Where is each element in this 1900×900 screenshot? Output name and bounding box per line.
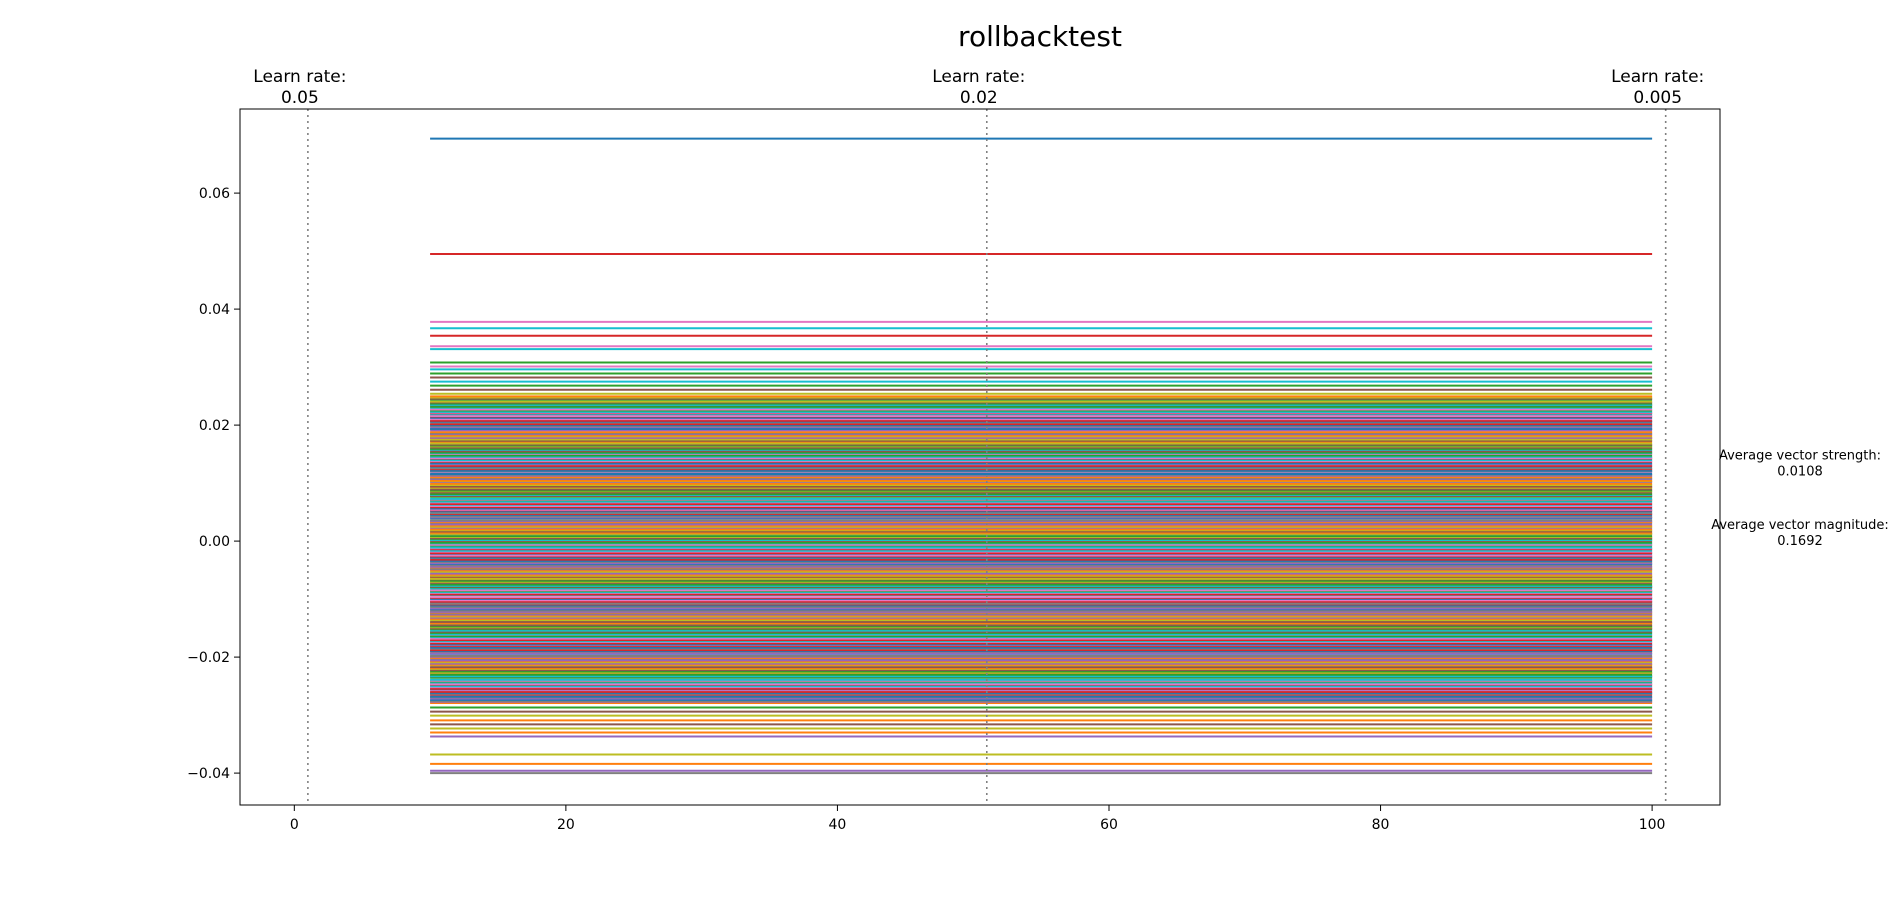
side-annotations: Average vector strength:0.0108 Average ve… [1711,449,1889,550]
y-tick-label: −0.04 [187,766,230,782]
x-axis: 0 20 40 60 80 100 [290,805,1666,833]
learn-rate-label: Learn rate: [932,67,1025,87]
plot-area-frame [239,108,1721,806]
annotation-label: Average vector strength: [1719,449,1881,464]
y-tick-label: 0.04 [199,302,230,318]
x-tick-label: 20 [557,817,575,833]
learn-rate-label: Learn rate: [1611,67,1704,87]
y-axis: −0.04 −0.02 0.00 0.02 0.04 0.06 [187,186,240,782]
learn-rate-value: 0.02 [960,88,998,108]
y-tick-label: 0.06 [199,186,230,202]
x-tick-label: 40 [829,817,847,833]
x-tick-label: 80 [1372,817,1390,833]
learn-rate-value: 0.005 [1633,88,1682,108]
x-tick-label: 100 [1639,817,1666,833]
y-tick-label: 0.00 [199,534,230,550]
chart-title: rollbacktest [958,20,1122,53]
x-tick-label: 60 [1100,817,1118,833]
x-tick-label: 0 [290,817,299,833]
learn-rate-label: Learn rate: [253,67,346,87]
y-tick-label: −0.02 [187,650,230,666]
annotation-label: Average vector magnitude: [1711,518,1889,533]
annotation-value: 0.1692 [1777,534,1823,549]
series-lines [430,137,1653,775]
learn-rate-value: 0.05 [281,88,319,108]
y-tick-label: 0.02 [199,418,230,434]
annotation-value: 0.0108 [1777,465,1823,480]
